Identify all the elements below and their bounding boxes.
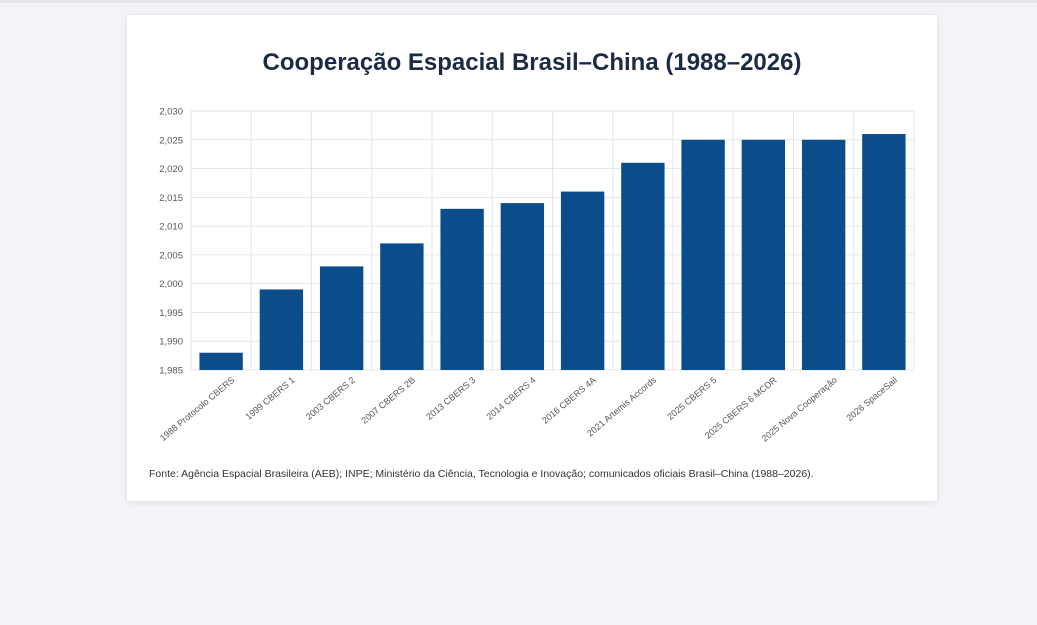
bar[interactable]: [380, 243, 424, 370]
chart-card: Cooperação Espacial Brasil–China (1988–2…: [127, 15, 937, 501]
y-tick-label: 2,000: [159, 279, 183, 290]
x-tick-label: 2016 CBERS 4A: [540, 375, 598, 426]
bar[interactable]: [199, 352, 243, 370]
x-tick-label: 2013 CBERS 3: [424, 375, 477, 422]
x-tick-label: 2007 CBERS 2B: [359, 375, 417, 426]
bar-chart: 1,985 1,990 1,995 2,000 2,005 2,010 2,015 2,020…: [158, 107, 915, 444]
bar[interactable]: [560, 191, 605, 370]
y-tick-label: 2,005: [159, 250, 183, 261]
x-tick-label: 2003 CBERS 2: [304, 375, 357, 422]
bar[interactable]: [440, 208, 484, 370]
top-strip: [0, 0, 1037, 3]
y-tick-label: 1,995: [159, 308, 183, 319]
x-tick-label: 1999 CBERS 1: [243, 375, 296, 422]
chart-title: Cooperação Espacial Brasil–China (1988–2…: [262, 49, 802, 76]
x-tick-label: 2014 CBERS 4: [484, 375, 537, 422]
bar[interactable]: [801, 139, 846, 370]
x-tick-label: 2021 Artemis Accords: [585, 375, 658, 439]
bar[interactable]: [862, 134, 906, 370]
y-tick-label: 1,990: [159, 337, 183, 348]
bar[interactable]: [500, 203, 545, 370]
bar[interactable]: [259, 289, 304, 370]
y-tick-label: 2,010: [159, 222, 183, 233]
bar[interactable]: [741, 139, 786, 370]
y-tick-label: 2,020: [159, 164, 183, 175]
y-tick-label: 2,025: [159, 135, 183, 146]
x-tick-label: 2026 SpaceSail: [844, 375, 899, 423]
y-tick-label: 2,030: [159, 107, 183, 118]
bar[interactable]: [681, 139, 725, 370]
x-tick-label: 1988 Protocolo CBERS: [158, 375, 236, 443]
source-note: Fonte: Agência Espacial Brasileira (AEB)…: [149, 468, 814, 480]
bar[interactable]: [621, 162, 665, 370]
y-tick-label: 1,985: [159, 366, 183, 377]
bar[interactable]: [319, 266, 364, 370]
y-tick-label: 2,015: [159, 193, 183, 204]
x-tick-label: 2025 CBERS 5: [665, 375, 718, 422]
